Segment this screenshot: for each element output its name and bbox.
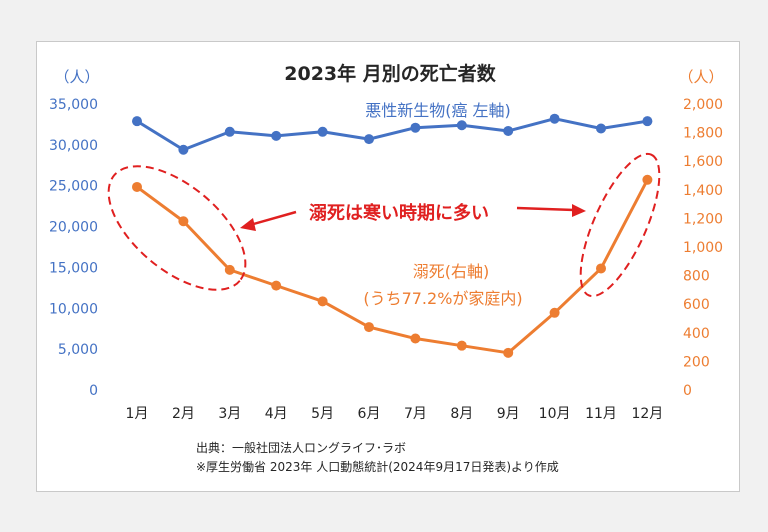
left-tick-label: 35,000 [49, 97, 98, 113]
x-tick-label: 8月 [450, 406, 473, 422]
right-tick-label: 1,800 [683, 126, 723, 142]
annotation-text: 溺死は寒い時期に多い [309, 202, 489, 224]
right-tick-label: 2,000 [683, 97, 723, 113]
data-point-drowning [410, 333, 421, 344]
data-point-drowning [271, 280, 282, 291]
x-tick-label: 7月 [404, 406, 427, 422]
right-tick-label: 800 [683, 269, 710, 285]
data-point-drowning [596, 263, 606, 274]
left-tick-label: 25,000 [49, 179, 98, 195]
x-tick-label: 6月 [358, 406, 381, 422]
data-point-cancer [132, 116, 142, 127]
data-point-cancer [410, 122, 421, 133]
right-tick-label: 600 [683, 297, 710, 313]
right-tick-label: 400 [683, 326, 710, 342]
data-point-drowning [132, 181, 142, 192]
x-tick-label: 5月 [311, 406, 334, 422]
source-line-2: ※厚生労働省 2023年 人口動態統計(2024年9月17日発表)より作成 [196, 459, 559, 474]
highlight-ellipse-right [579, 152, 661, 298]
x-tick-label: 10月 [539, 406, 571, 422]
series-line-cancer [136, 117, 648, 152]
data-point-drowning [642, 174, 653, 185]
x-tick-label: 11月 [585, 406, 617, 422]
x-tick-label: 9月 [497, 406, 520, 422]
x-tick-label: 3月 [218, 406, 241, 422]
highlight-ellipse-left [107, 165, 247, 291]
right-tick-label: 200 [683, 354, 710, 370]
data-point-cancer [596, 123, 606, 134]
annotation-arrow-right [516, 206, 575, 212]
annotation-arrowhead-right [572, 204, 586, 217]
right-tick-label: 1,400 [683, 183, 723, 199]
series-line-drowning [136, 179, 649, 355]
right-tick-label: 0 [683, 383, 692, 399]
x-tick-label: 1月 [126, 406, 149, 422]
annotation-arrow-left [249, 210, 297, 227]
data-point-drowning [178, 216, 189, 227]
left-tick-label: 30,000 [49, 138, 98, 154]
left-tick-label: 15,000 [49, 260, 98, 276]
annotation-arrowhead-left [240, 218, 256, 231]
data-point-cancer [456, 120, 467, 131]
series-label-drowning: 溺死(右軸) [413, 262, 490, 281]
left-axis-unit: （人） [54, 68, 99, 86]
data-point-drowning [364, 322, 374, 333]
data-point-cancer [364, 134, 374, 145]
data-point-cancer [224, 126, 235, 137]
right-tick-label: 1,200 [683, 211, 723, 227]
data-point-cancer [549, 113, 560, 124]
data-point-drowning [503, 347, 514, 358]
x-tick-label: 4月 [265, 406, 288, 422]
source-line-1: 出典：一般社団法人ロングライフ･ラボ [196, 440, 406, 455]
left-tick-label: 10,000 [49, 301, 98, 317]
data-point-drowning [224, 264, 235, 275]
left-tick-label: 0 [89, 383, 98, 399]
data-point-cancer [178, 144, 189, 155]
data-point-cancer [503, 125, 514, 136]
data-point-drowning [456, 340, 467, 351]
data-point-cancer [642, 116, 653, 127]
data-point-drowning [549, 307, 560, 318]
right-tick-label: 1,600 [683, 154, 723, 170]
series-sublabel-drowning: (うち77.2%が家庭内) [363, 289, 522, 308]
right-tick-label: 1,000 [683, 240, 723, 256]
x-tick-label: 2月 [172, 406, 195, 422]
left-tick-label: 20,000 [49, 220, 98, 236]
left-tick-label: 5,000 [58, 342, 98, 358]
data-point-cancer [317, 126, 328, 137]
right-axis-unit: （人） [678, 68, 723, 86]
chart-card [36, 41, 740, 492]
data-point-drowning [317, 296, 328, 307]
x-tick-label: 12月 [631, 406, 663, 422]
data-point-cancer [271, 130, 282, 141]
chart-title: 2023年 月別の死亡者数 [284, 62, 496, 85]
series-label-cancer: 悪性新生物(癌 左軸) [365, 101, 511, 120]
